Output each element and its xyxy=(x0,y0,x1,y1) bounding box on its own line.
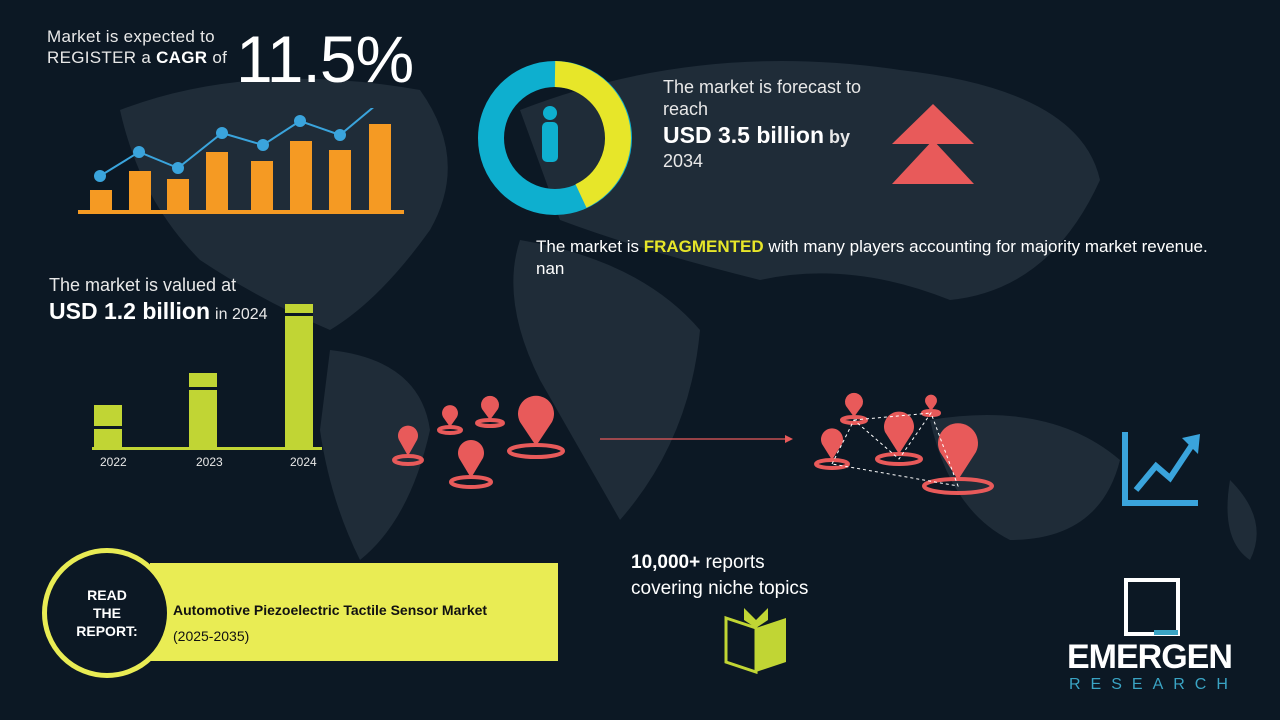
logo-subtitle: RESEARCH xyxy=(1069,676,1238,693)
report-title-link[interactable]: Automotive Piezoelectric Tactile Sensor … xyxy=(173,602,488,618)
double-chevron-up-icon xyxy=(892,104,974,184)
year-label: 2023 xyxy=(196,455,223,469)
year-label: 2022 xyxy=(100,455,127,469)
report-period: (2025-2035) xyxy=(173,628,250,644)
donut-person-icon xyxy=(478,61,632,215)
cagr-label: Market is expected to REGISTER a CAGR of xyxy=(47,27,228,67)
fragmented-text: The market is FRAGMENTED with many playe… xyxy=(536,237,1208,278)
year-label: 2024 xyxy=(290,455,317,469)
reports-count-text: 10,000+ reports covering niche topics xyxy=(631,552,809,599)
emergen-logo-mark xyxy=(1124,578,1180,636)
logo-name: EMERGEN xyxy=(1067,638,1233,676)
trend-up-icon xyxy=(1122,432,1200,506)
report-banner[interactable] xyxy=(150,563,558,661)
growth-chart-icon xyxy=(78,108,404,214)
valued-text: The market is valued at USD 1.2 billion … xyxy=(49,275,268,324)
forecast-text: The market is forecast to reach USD 3.5 b… xyxy=(663,77,862,171)
read-report-badge[interactable]: READ THE REPORT: xyxy=(42,548,172,678)
value-bar-chart-icon xyxy=(92,304,322,450)
location-pins-network-icon xyxy=(392,392,994,495)
book-icon xyxy=(724,608,786,674)
cagr-value: 11.5% xyxy=(236,22,414,96)
